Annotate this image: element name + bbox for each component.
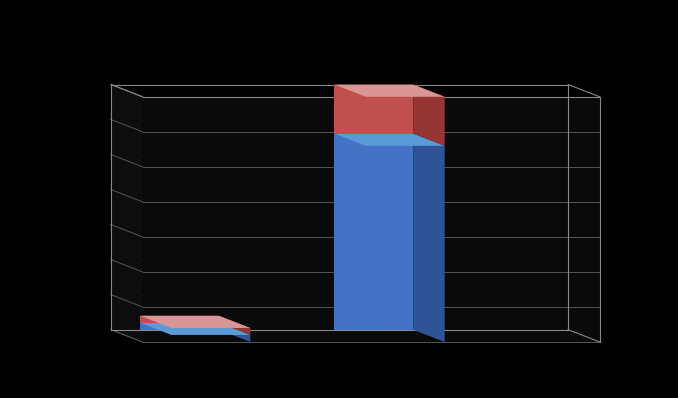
Polygon shape — [140, 323, 250, 335]
Polygon shape — [111, 84, 142, 342]
Polygon shape — [219, 323, 250, 342]
Polygon shape — [334, 84, 413, 134]
Polygon shape — [140, 316, 219, 323]
Polygon shape — [219, 316, 250, 335]
Polygon shape — [334, 84, 445, 97]
Polygon shape — [111, 330, 600, 342]
Polygon shape — [334, 134, 445, 146]
Polygon shape — [413, 134, 445, 342]
Polygon shape — [140, 323, 219, 330]
Polygon shape — [142, 97, 600, 342]
Polygon shape — [413, 84, 445, 146]
Polygon shape — [334, 134, 413, 330]
Polygon shape — [140, 316, 250, 328]
